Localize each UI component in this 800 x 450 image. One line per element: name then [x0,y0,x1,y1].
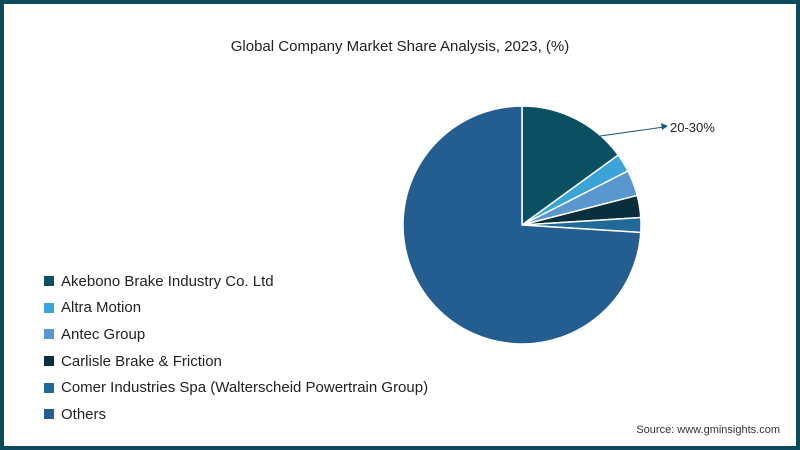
legend-label: Others [61,405,107,423]
legend-item: Altra Motion [44,295,428,322]
legend-swatch [44,302,54,313]
pie-slice-5 [402,105,642,345]
annotation-arrow [599,126,665,137]
legend-swatch [44,356,54,367]
annotation-label: 20-30% [670,120,715,135]
legend-swatch [44,382,54,393]
legend-item: Comer Industries Spa (Walterscheid Power… [44,374,428,401]
pie-chart: 20-30% [402,105,715,345]
legend-item: Akebono Brake Industry Co. Ltd [44,268,428,295]
legend-label: Akebono Brake Industry Co. Ltd [61,272,274,290]
legend-item: Antec Group [44,321,428,348]
legend-item: Others [44,401,428,428]
pie-slice-0 [521,105,620,227]
legend-swatch [44,409,54,420]
legend-label: Comer Industries Spa (Walterscheid Power… [61,379,429,397]
legend-label: Carlisle Brake & Friction [61,352,222,370]
chart-title: Global Company Market Share Analysis, 20… [230,38,570,55]
legend: Akebono Brake Industry Co. Ltd Altra Moti… [44,268,428,428]
legend-label: Altra Motion [61,299,142,317]
source-note: Source: www.gminsights.com [636,424,780,436]
legend-swatch [44,276,54,287]
legend-swatch [44,329,54,340]
legend-item: Carlisle Brake & Friction [44,348,428,375]
legend-label: Antec Group [61,325,146,343]
